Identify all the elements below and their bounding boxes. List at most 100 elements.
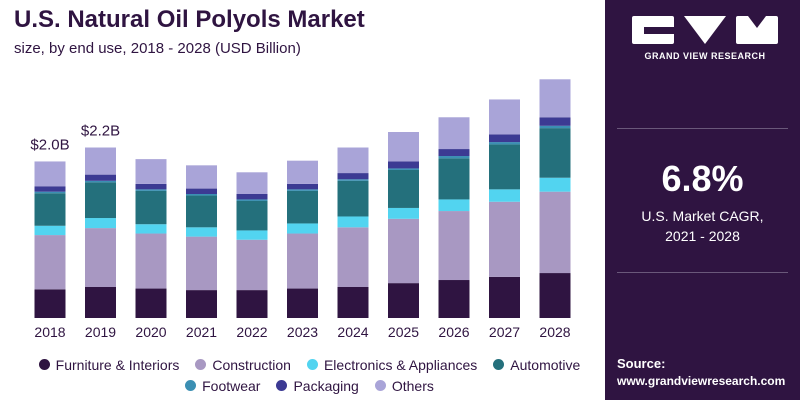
legend-item: Footwear xyxy=(185,378,260,394)
source-label: Source: xyxy=(617,356,666,371)
bar-segment-2024-6 xyxy=(337,147,369,174)
legend-swatch xyxy=(493,359,505,370)
bar-segment-2023-5 xyxy=(287,183,318,190)
bar-segment-2026-4 xyxy=(438,156,470,159)
bar-segment-2021-6 xyxy=(186,165,217,189)
bar-segment-2020-4 xyxy=(135,189,167,191)
cagr-label-line: 2021 - 2028 xyxy=(665,228,740,244)
bar-segment-2026-0 xyxy=(438,280,470,318)
legend-label: Electronics & Appliances xyxy=(323,356,478,373)
bar-segment-2018-4 xyxy=(34,191,66,194)
bar-segment-2028-0 xyxy=(539,273,571,318)
legend-swatch xyxy=(185,380,197,391)
x-tick-label: 2019 xyxy=(85,324,116,340)
bar-segment-2022-0 xyxy=(236,290,268,318)
brand-logo: GRAND VIEW RESEARCH xyxy=(630,14,780,61)
legend-label: Construction xyxy=(212,356,291,373)
legend-swatch xyxy=(306,359,318,370)
total-annotation: $2.2B xyxy=(81,123,120,140)
bar-segment-2022-4 xyxy=(236,199,268,201)
total-annotation: $2.0B xyxy=(30,136,69,153)
bar-segment-2027-2 xyxy=(489,189,520,202)
bar-segment-2025-1 xyxy=(388,218,419,284)
bar-segment-2027-3 xyxy=(489,144,520,190)
bar-segment-2028-5 xyxy=(539,117,571,126)
bar-segment-2022-2 xyxy=(236,230,268,240)
bar-segment-2019-6 xyxy=(85,147,116,175)
bar-segment-2025-6 xyxy=(388,132,419,162)
bar-segment-2028-3 xyxy=(539,128,571,178)
bar-segment-2022-5 xyxy=(236,194,268,200)
bar-segment-2025-0 xyxy=(388,283,419,318)
cagr-value: 6.8% xyxy=(661,158,744,199)
x-tick-label: 2018 xyxy=(34,324,65,340)
bar-segment-2021-3 xyxy=(186,195,217,228)
legend-swatch xyxy=(276,380,288,391)
legend-item: Electronics & Appliances xyxy=(306,356,478,373)
legend-swatch xyxy=(374,380,386,391)
legend-row: Furniture & Interiors Construction Electro… xyxy=(22,354,597,375)
bar-segment-2026-3 xyxy=(438,158,470,200)
bar-segment-2027-4 xyxy=(489,142,520,145)
bar-segment-2018-6 xyxy=(34,161,66,187)
bar-segment-2025-5 xyxy=(388,161,419,169)
bar-segment-2019-5 xyxy=(85,174,116,181)
bar-segment-2020-2 xyxy=(135,224,167,234)
legend-item: Packaging xyxy=(276,377,359,394)
x-tick-label: 2021 xyxy=(186,324,217,340)
bar-segment-2027-0 xyxy=(489,276,520,318)
bar-segment-2020-6 xyxy=(135,159,167,184)
bar-segment-2022-3 xyxy=(236,200,268,231)
legend-label: Packaging xyxy=(293,377,359,394)
legend-item: Furniture & Interiors xyxy=(38,356,180,373)
bar-segment-2023-4 xyxy=(287,189,318,191)
x-tick-label: 2020 xyxy=(135,324,166,340)
cagr-label-line: U.S. Market CAGR, xyxy=(641,208,764,224)
legend-label: Furniture & Interiors xyxy=(55,356,180,373)
bar-segment-2021-5 xyxy=(186,188,217,194)
bar-segment-2024-2 xyxy=(337,216,369,228)
divider xyxy=(617,272,788,273)
bar-segment-2019-0 xyxy=(85,287,116,318)
bar-segment-2018-0 xyxy=(34,289,66,318)
legend-item: Automotive xyxy=(493,357,580,373)
bar-segment-2025-4 xyxy=(388,168,419,170)
bar-segment-2023-1 xyxy=(287,233,318,289)
bar-segment-2021-4 xyxy=(186,194,217,196)
bar-segment-2028-1 xyxy=(539,191,571,274)
divider xyxy=(617,128,788,129)
bar-segment-2028-6 xyxy=(539,79,571,118)
legend-swatch xyxy=(195,359,207,370)
bar-segment-2026-2 xyxy=(438,199,470,212)
bar-segment-2024-1 xyxy=(337,227,369,287)
bar-segment-2020-5 xyxy=(135,183,167,190)
bar-segment-2020-3 xyxy=(135,190,167,225)
x-tick-label: 2025 xyxy=(388,324,419,340)
bar-segment-2028-4 xyxy=(539,125,571,129)
bar-segment-2019-4 xyxy=(85,180,116,183)
legend-label: Others xyxy=(391,377,434,394)
bar-segment-2025-3 xyxy=(388,169,419,208)
x-tick-label: 2023 xyxy=(287,324,318,340)
bar-segment-2026-5 xyxy=(438,149,470,157)
chart-subtitle: size, by end use, 2018 - 2028 (USD Billi… xyxy=(14,40,301,57)
legend-label: Footwear xyxy=(202,377,261,394)
bar-segment-2027-6 xyxy=(489,99,520,135)
legend-label: Automotive xyxy=(510,356,581,373)
bar-segment-2019-1 xyxy=(85,228,116,287)
bar-segment-2024-3 xyxy=(337,180,369,217)
source-link[interactable]: www.grandviewresearch.com xyxy=(617,374,786,388)
bar-segment-2018-1 xyxy=(34,235,66,290)
legend-swatch xyxy=(38,359,50,370)
cagr-label: U.S. Market CAGR, 2021 - 2028 xyxy=(605,206,800,246)
bar-segment-2027-5 xyxy=(489,134,520,143)
bar-segment-2023-6 xyxy=(287,160,318,184)
legend-row: Footwear Packaging Others xyxy=(22,375,597,396)
x-tick-label: 2028 xyxy=(539,324,570,340)
bar-segment-2022-6 xyxy=(236,172,268,194)
x-tick-label: 2024 xyxy=(337,324,368,340)
bar-segment-2024-0 xyxy=(337,287,369,318)
bar-segment-2026-1 xyxy=(438,211,470,281)
bar-segment-2021-0 xyxy=(186,290,217,318)
bar-segment-2021-1 xyxy=(186,236,217,291)
